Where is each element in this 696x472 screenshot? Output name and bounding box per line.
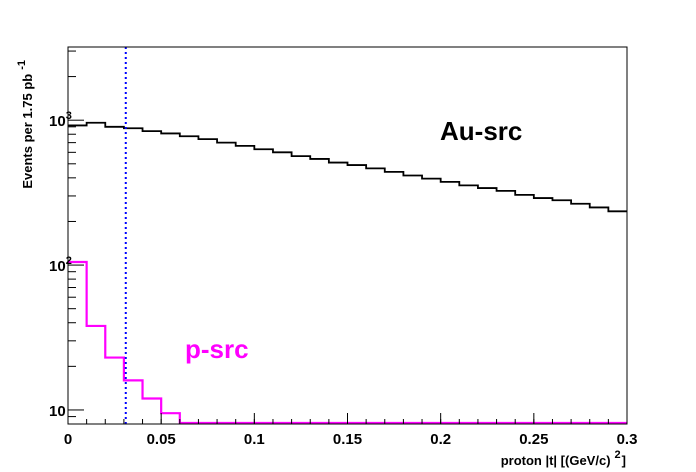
x-tick-label: 0.3 [617, 431, 638, 448]
y-tick-label: 103 [49, 110, 72, 130]
x-tick-label: 0.2 [430, 431, 451, 448]
y-axis-title-exponent: -1 [16, 60, 28, 70]
y-tick-base: 10 [49, 258, 66, 275]
y-axis-title-main: Events per 1.75 pb [20, 74, 35, 189]
y-tick-base: 10 [49, 403, 66, 420]
series-au-src-group [68, 121, 627, 213]
y-tick-exponent: 2 [66, 255, 72, 267]
x-tick-label: 0.05 [147, 431, 176, 448]
x-tick-label: 0.25 [519, 431, 548, 448]
x-axis-title-exponent: 2 [615, 449, 621, 461]
y-tick-exponent: 3 [66, 110, 72, 122]
y-tick-label: 102 [49, 255, 72, 275]
x-tick-label: 0.1 [244, 431, 265, 448]
x-axis-title-main: proton |t| [(GeV/c) [501, 453, 611, 468]
y-tick-label: 10 [49, 403, 66, 420]
x-tick-label: 0 [64, 431, 72, 448]
p-src-label: p-src [185, 334, 249, 364]
au-src-label: Au-src [440, 116, 522, 146]
x-tick-label: 0.15 [333, 431, 362, 448]
y-axis-title: Events per 1.75 pb -1 [16, 60, 35, 189]
x-axis-title-close: ] [622, 453, 626, 468]
y-tick-base: 10 [49, 113, 66, 130]
x-axis-title: proton |t| [(GeV/c) 2] [501, 449, 626, 468]
series-au-src-histogram [68, 121, 627, 213]
